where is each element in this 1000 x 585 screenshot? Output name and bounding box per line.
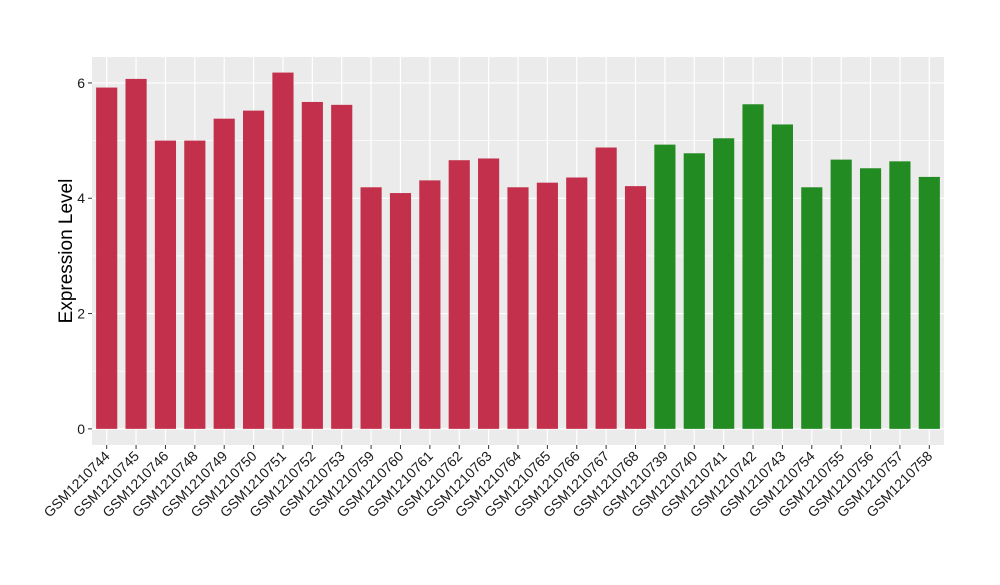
bar-GSM1210748	[184, 140, 206, 429]
x-axis: GSM1210744GSM1210745GSM1210746GSM1210748…	[40, 445, 936, 520]
bar-GSM1210756	[859, 168, 882, 429]
y-tick-label: 0	[77, 421, 85, 437]
bar-GSM1210754	[801, 187, 823, 429]
bar-GSM1210741	[713, 138, 735, 429]
bar-GSM1210762	[448, 160, 470, 429]
bar-GSM1210749	[213, 118, 235, 429]
y-tick-label: 4	[77, 190, 85, 206]
bar-GSM1210746	[154, 140, 177, 429]
bar-GSM1210742	[742, 104, 764, 429]
bar-GSM1210743	[771, 124, 793, 429]
bar-GSM1210755	[830, 159, 852, 429]
bar-GSM1210768	[624, 186, 647, 429]
bar-GSM1210760	[389, 193, 412, 429]
bar-GSM1210761	[419, 180, 441, 429]
bar-GSM1210765	[536, 182, 558, 429]
bar-GSM1210740	[683, 153, 705, 429]
bar-GSM1210739	[654, 144, 676, 429]
bars	[96, 72, 940, 429]
y-axis: 0 2 4 6	[77, 75, 92, 437]
bar-GSM1210744	[96, 87, 118, 429]
bar-GSM1210752	[301, 101, 323, 429]
y-tick-label: 2	[77, 306, 85, 322]
y-tick-label: 6	[77, 75, 85, 91]
y-axis-label: Expression Level	[56, 179, 77, 324]
bar-GSM1210763	[478, 158, 500, 429]
bar-GSM1210758	[918, 176, 940, 429]
bar-GSM1210759	[360, 187, 382, 429]
bar-GSM1210767	[595, 147, 617, 429]
bar-GSM1210757	[889, 161, 911, 429]
bar-GSM1210751	[272, 72, 294, 429]
bar-GSM1210745	[125, 78, 147, 429]
bar-GSM1210753	[331, 104, 353, 429]
bar-GSM1210766	[566, 177, 588, 429]
bar-GSM1210764	[507, 187, 529, 429]
bar-GSM1210750	[243, 110, 265, 429]
